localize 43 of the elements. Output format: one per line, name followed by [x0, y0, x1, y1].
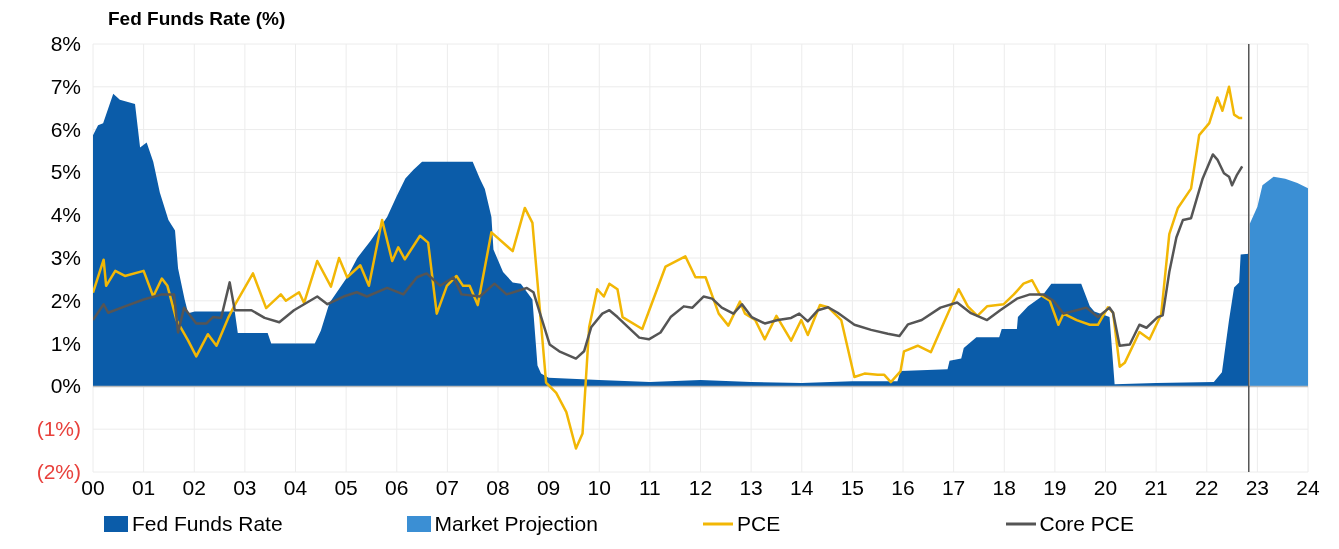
x-tick-label: 01 — [131, 475, 156, 499]
chart-title: Fed Funds Rate (%) — [108, 8, 287, 31]
legend-label: PCE — [737, 512, 781, 536]
x-tick-label: 09 — [536, 475, 561, 499]
y-tick-label: 5% — [50, 160, 81, 184]
x-tick-label: 11 — [638, 475, 661, 499]
legend-label: Core PCE — [1039, 512, 1135, 536]
line-series — [93, 85, 1244, 450]
y-tick-label: (2%) — [36, 460, 81, 483]
x-tick-label: 17 — [941, 475, 966, 499]
y-tick-label: 2% — [50, 288, 81, 312]
x-tick-label: 14 — [790, 475, 814, 499]
y-tick-label: (1%) — [36, 417, 81, 441]
x-tick-label: 21 — [1144, 475, 1168, 499]
x-tick-label: 24 — [1296, 475, 1320, 499]
y-tick-label: 7% — [50, 74, 81, 98]
legend-label: Market Projection — [434, 512, 598, 536]
x-tick-label: 03 — [233, 475, 257, 499]
x-tick-label: 00 — [81, 475, 105, 499]
x-tick-label: 19 — [1043, 475, 1067, 499]
x-tick-label: 23 — [1245, 475, 1270, 499]
x-tick-label: 05 — [334, 475, 358, 499]
x-tick-label: 12 — [688, 475, 713, 499]
x-tick-label: 02 — [182, 475, 206, 499]
y-tick-label: 3% — [50, 246, 81, 269]
y-tick-label: 8% — [50, 32, 81, 55]
y-tick-label: 4% — [50, 203, 81, 227]
y-tick-label: 0% — [50, 374, 81, 398]
line-series — [93, 153, 1244, 360]
x-tick-label: 15 — [840, 475, 865, 499]
y-tick-label: 1% — [50, 331, 81, 355]
y-tick-label: 6% — [50, 117, 81, 141]
x-tick-label: 07 — [435, 475, 460, 499]
x-tick-label: 20 — [1093, 475, 1118, 499]
x-tick-label: 18 — [992, 475, 1016, 499]
x-tick-label: 16 — [891, 475, 915, 499]
x-tick-label: 06 — [385, 475, 409, 499]
x-tick-label: 10 — [587, 475, 611, 499]
x-tick-label: 13 — [739, 475, 763, 499]
x-tick-label: 08 — [486, 475, 510, 499]
x-tick-label: 04 — [283, 475, 308, 499]
x-tick-label: 22 — [1195, 475, 1219, 499]
legend-label: Fed Funds Rate — [132, 512, 283, 536]
